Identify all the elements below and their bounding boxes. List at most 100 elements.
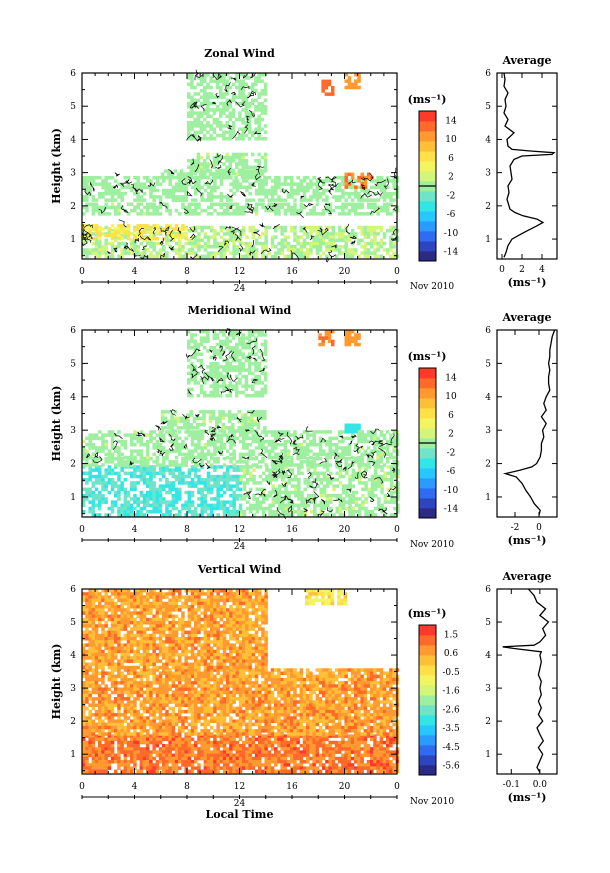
heatmap-cell — [107, 254, 112, 259]
heatmap-cell — [361, 481, 365, 485]
heatmap-cell — [297, 503, 301, 508]
heatmap-cell — [213, 449, 217, 453]
contour-line — [209, 437, 216, 441]
heatmap-cell — [312, 433, 316, 437]
heatmap-cell — [396, 490, 400, 495]
heatmap-cell — [162, 202, 166, 206]
heatmap-cell — [245, 506, 250, 511]
heatmap-cell — [247, 92, 252, 96]
heatmap-cell — [268, 513, 272, 517]
heatmap-cell — [302, 188, 307, 193]
heatmap-cell — [114, 465, 118, 469]
heatmap-cell — [363, 229, 368, 233]
contour-line — [219, 345, 223, 352]
heatmap-cell — [199, 155, 204, 160]
heatmap-cell — [257, 365, 261, 369]
heatmap-cell — [235, 229, 240, 233]
heatmap-cell — [162, 460, 166, 464]
heatmap-cell — [206, 490, 211, 495]
heatmap-cell — [222, 381, 226, 385]
heatmap-cell — [117, 506, 121, 511]
heatmap-cell — [379, 449, 384, 453]
heatmap-cell — [193, 159, 197, 163]
heatmap-cell — [155, 490, 160, 495]
heatmap-cell — [389, 212, 393, 216]
heatmap-cell — [88, 248, 92, 252]
heatmap-cell — [162, 484, 166, 488]
heatmap-cell — [357, 430, 361, 434]
heatmap-cell — [165, 452, 169, 457]
heatmap-cell — [229, 474, 233, 479]
heatmap-cell — [235, 171, 239, 176]
contour-line — [259, 222, 265, 228]
heatmap-cell — [152, 224, 156, 228]
heatmap-cell — [203, 339, 207, 344]
heatmap-cell — [379, 205, 384, 210]
heatmap-cell — [126, 212, 131, 216]
heatmap-cell — [296, 212, 300, 216]
heatmap-cell — [179, 172, 184, 176]
heatmap-cell — [315, 179, 320, 183]
contour-line — [215, 93, 220, 99]
heatmap-cell — [101, 205, 105, 210]
heatmap-cell — [251, 101, 255, 106]
heatmap-cell — [382, 436, 387, 441]
heatmap-cell — [366, 235, 371, 239]
heatmap-cell — [152, 474, 156, 479]
heatmap-cell — [110, 471, 115, 476]
heatmap-cell — [242, 241, 246, 246]
heatmap-cell — [228, 362, 233, 366]
heatmap-cell — [123, 503, 128, 508]
contour-line — [113, 247, 118, 253]
heatmap-cell — [257, 76, 261, 80]
heatmap-cell — [203, 503, 208, 508]
heatmap-cell — [277, 734, 281, 738]
heatmap-cell — [104, 185, 108, 190]
heatmap-cell — [120, 230, 124, 234]
heatmap-cell — [393, 474, 397, 479]
heatmap-cell — [174, 208, 179, 213]
contour-line — [355, 443, 359, 454]
heatmap-cell — [130, 510, 134, 514]
heatmap-cell — [389, 481, 394, 485]
heatmap-cell — [299, 205, 304, 210]
heatmap-cell — [120, 195, 124, 199]
heatmap-cell — [197, 235, 201, 239]
heatmap-cell — [327, 82, 332, 87]
heatmap-cell — [104, 484, 108, 488]
heatmap-cell — [247, 419, 251, 424]
heatmap-cell — [281, 510, 285, 514]
heatmap-cell — [386, 229, 390, 233]
heatmap-cell — [168, 481, 172, 485]
heatmap-cell — [104, 452, 108, 457]
heatmap-cell — [178, 443, 182, 447]
heatmap-cell — [203, 478, 208, 482]
heatmap-cell — [91, 224, 96, 228]
heatmap-cell — [206, 162, 210, 166]
heatmap-cell — [216, 195, 220, 199]
contour-line — [309, 482, 318, 489]
heatmap-cell — [386, 734, 390, 738]
heatmap-cell — [284, 494, 288, 498]
heatmap-cell — [206, 195, 211, 199]
heatmap-cell — [341, 182, 345, 186]
heatmap-cell — [136, 513, 140, 517]
contour-line — [160, 252, 165, 258]
heatmap-cell — [260, 171, 265, 176]
heatmap-cell — [215, 368, 220, 372]
heatmap-cell — [261, 185, 265, 190]
heatmap-cell — [195, 416, 200, 420]
heatmap-cell — [208, 410, 213, 414]
heatmap-cell — [306, 456, 310, 461]
heatmap-cell — [104, 202, 108, 206]
contour-line — [231, 351, 236, 362]
heatmap-cell — [286, 439, 291, 444]
heatmap-cell — [313, 500, 317, 504]
heatmap-cell — [354, 339, 358, 344]
heatmap-cell — [91, 494, 96, 498]
heatmap-cell — [176, 419, 181, 424]
heatmap-cell — [104, 487, 108, 492]
heatmap-cell — [242, 510, 247, 514]
contour-line — [211, 101, 217, 105]
heatmap-cell — [88, 227, 92, 231]
